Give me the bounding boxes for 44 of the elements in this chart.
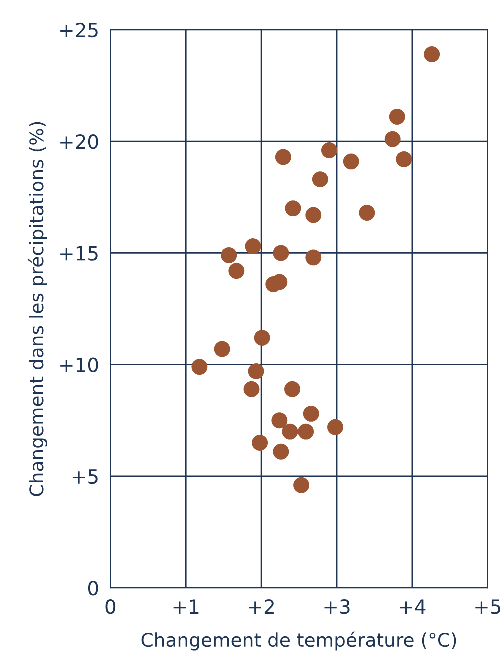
point	[228, 263, 245, 280]
point	[424, 46, 440, 63]
y-tick-label: 0	[88, 581, 98, 596]
point	[252, 434, 268, 451]
x-tick-label: 0	[106, 600, 116, 614]
y-tick-label: +5	[72, 470, 98, 484]
point	[359, 205, 376, 222]
point	[306, 207, 322, 224]
point	[284, 381, 300, 398]
point	[244, 381, 260, 398]
point	[285, 200, 302, 217]
x-tick-label: +3	[324, 600, 350, 614]
point	[303, 406, 320, 422]
point	[396, 151, 412, 168]
point	[328, 419, 344, 436]
point	[273, 444, 290, 460]
point	[294, 477, 310, 494]
point	[343, 154, 360, 170]
x-tick-label: +1	[174, 600, 199, 614]
point	[221, 247, 238, 264]
point	[389, 109, 406, 126]
point	[275, 149, 292, 166]
point	[384, 131, 401, 148]
x-axis-title: Changement de température (°C)	[142, 632, 456, 651]
point	[273, 245, 290, 262]
x-tick-label: +4	[400, 600, 426, 614]
y-tick-label: +10	[60, 358, 98, 372]
point	[272, 412, 288, 429]
point	[312, 172, 328, 188]
x-tick-label: +5	[476, 600, 501, 614]
point	[298, 424, 314, 440]
point	[248, 364, 264, 380]
point	[214, 341, 230, 358]
y-axis-title: Changement dans les précipitations (%)	[28, 122, 48, 496]
point	[306, 250, 322, 266]
y-tick-label: +15	[60, 246, 98, 261]
point	[321, 142, 338, 158]
point	[282, 424, 298, 440]
point	[254, 330, 270, 346]
y-tick-label: +25	[60, 22, 98, 38]
y-tick-label: +20	[60, 134, 98, 150]
point	[245, 238, 262, 254]
x-tick-label: +2	[249, 600, 274, 614]
point	[192, 359, 208, 376]
